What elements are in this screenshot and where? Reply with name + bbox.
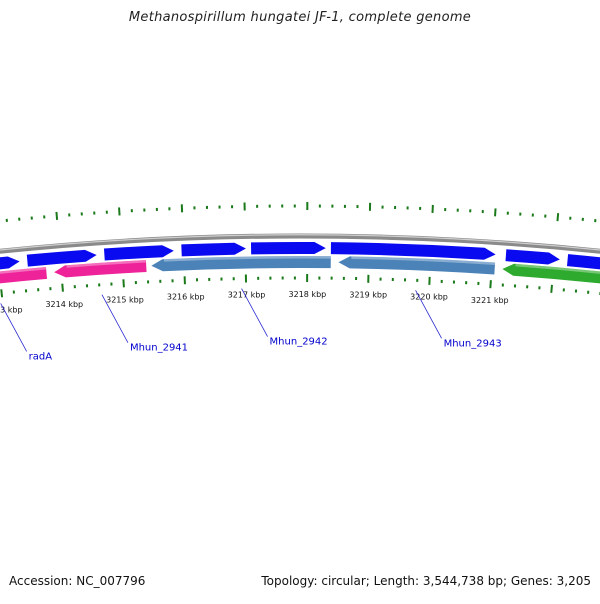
kbp-label: 3214 kbp	[45, 300, 83, 309]
inner-tick	[551, 285, 552, 293]
kbp-label: 3221 kbp	[471, 296, 509, 305]
forward-cds-arrow	[567, 254, 600, 271]
forward-cds-arrow	[251, 242, 326, 254]
inner-tick	[62, 284, 63, 292]
kbp-label: 3218 kbp	[289, 290, 327, 299]
outer-tick	[557, 213, 558, 221]
kbp-label: 3215 kbp	[106, 296, 144, 305]
forward-cds-arrow	[104, 245, 174, 260]
outer-tick	[56, 212, 57, 220]
gene-label: Mhun_2942	[270, 337, 328, 348]
kbp-label: 3220 kbp	[410, 293, 448, 302]
gene-label: Mhun_2941	[130, 343, 188, 354]
map-title: Methanospirillum hungatei JF-1, complete…	[0, 10, 600, 25]
gene-label: radA	[29, 351, 53, 362]
accession-label: Accession: NC_007796	[9, 574, 145, 588]
genome-summary: Topology: circular; Length: 3,544,738 bp…	[261, 574, 591, 588]
gene-label: Mhun_2943	[444, 338, 502, 349]
forward-cds-arrow	[181, 243, 246, 257]
forward-cds-arrow	[506, 249, 560, 264]
inner-tick	[1, 289, 2, 297]
kbp-label: 3213 kbp	[0, 306, 23, 315]
outer-tick	[495, 208, 496, 216]
kbp-label: 3216 kbp	[167, 292, 205, 301]
kbp-label: 3219 kbp	[349, 291, 387, 300]
inner-tick	[490, 280, 491, 288]
